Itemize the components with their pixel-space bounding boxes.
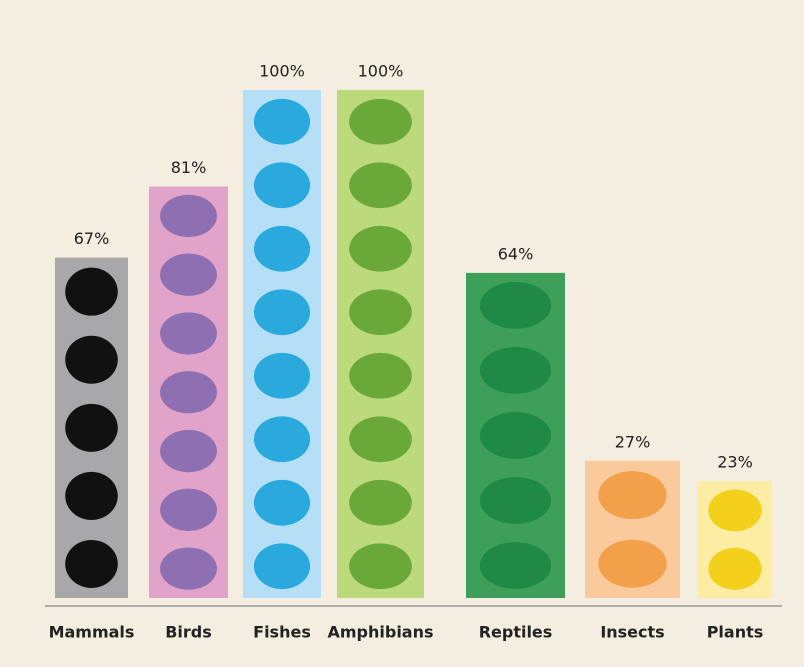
icon: [254, 543, 310, 589]
icon: [254, 99, 310, 145]
icon: [480, 412, 551, 459]
chart: 67% Mammals 81% Birds 100% Fishes 100% Amphibia…: [0, 0, 804, 663]
icon: [349, 480, 412, 526]
category-label: Amphibians: [327, 623, 433, 642]
value-label: 67%: [74, 229, 110, 248]
category-label: Birds: [165, 623, 212, 642]
icon: [480, 542, 551, 589]
icon: [160, 371, 217, 413]
icon: [65, 268, 118, 316]
category-label: Insects: [600, 623, 664, 642]
icon: [598, 471, 666, 519]
icon: [480, 282, 551, 329]
icon: [65, 540, 118, 588]
icon: [160, 547, 217, 589]
icon: [708, 548, 761, 590]
icon: [254, 162, 310, 208]
icon: [349, 99, 412, 145]
value-label: 23%: [717, 453, 753, 472]
icon: [65, 336, 118, 384]
value-label: 64%: [498, 244, 534, 263]
value-label: 27%: [615, 432, 651, 451]
value-label: 81%: [171, 158, 207, 177]
category-label: Fishes: [253, 623, 311, 642]
category-label: Plants: [707, 623, 764, 642]
icon: [349, 543, 412, 589]
icon: [349, 353, 412, 399]
icon: [349, 162, 412, 208]
icon: [708, 489, 761, 531]
icon: [254, 353, 310, 399]
icon: [160, 430, 217, 472]
icon: [65, 404, 118, 452]
icon: [349, 416, 412, 462]
icon: [598, 540, 666, 588]
icon: [349, 289, 412, 335]
icon: [254, 480, 310, 526]
category-label: Reptiles: [479, 623, 553, 642]
icon: [160, 312, 217, 354]
icon: [160, 195, 217, 237]
icon: [480, 347, 551, 394]
value-label: 100%: [358, 62, 404, 81]
icon: [254, 416, 310, 462]
icon: [254, 226, 310, 272]
page: {"chart_data": {"type": "bar", "categori…: [0, 0, 804, 663]
icon: [160, 489, 217, 531]
icon: [480, 477, 551, 524]
icon: [65, 472, 118, 520]
icon: [160, 254, 217, 296]
icon: [349, 226, 412, 272]
category-label: Mammals: [49, 623, 135, 642]
icon: [254, 289, 310, 335]
value-label: 100%: [259, 62, 305, 81]
